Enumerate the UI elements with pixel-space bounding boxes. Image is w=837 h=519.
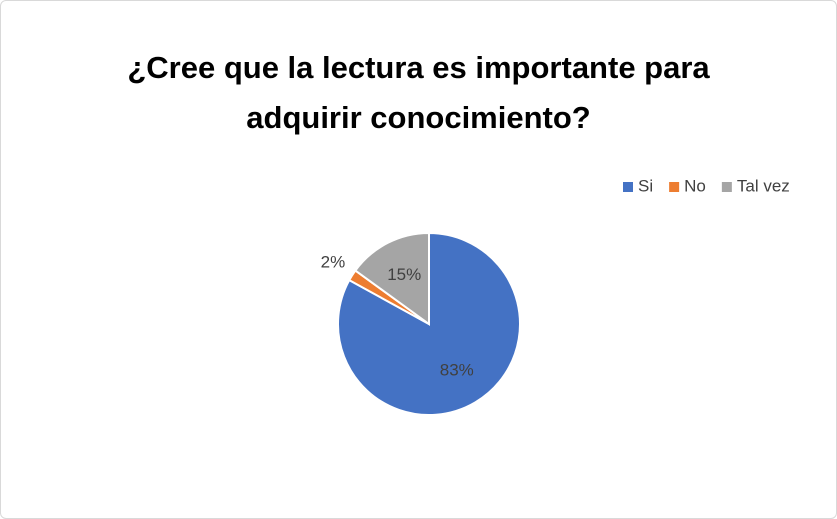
legend-label: No: [684, 176, 706, 195]
legend-swatch: [669, 182, 680, 192]
data-label: 15%: [387, 265, 421, 284]
data-label: 83%: [440, 360, 474, 379]
pie-slice: [353, 231, 430, 326]
chart-title: ¿Cree que la lectura es importante para …: [127, 50, 710, 135]
legend-swatch: [623, 182, 633, 192]
legend-label: Tal vez: [737, 176, 790, 195]
legend-swatch: [721, 182, 732, 192]
data-label: 2%: [321, 253, 346, 272]
legend-label: Si: [638, 176, 653, 195]
